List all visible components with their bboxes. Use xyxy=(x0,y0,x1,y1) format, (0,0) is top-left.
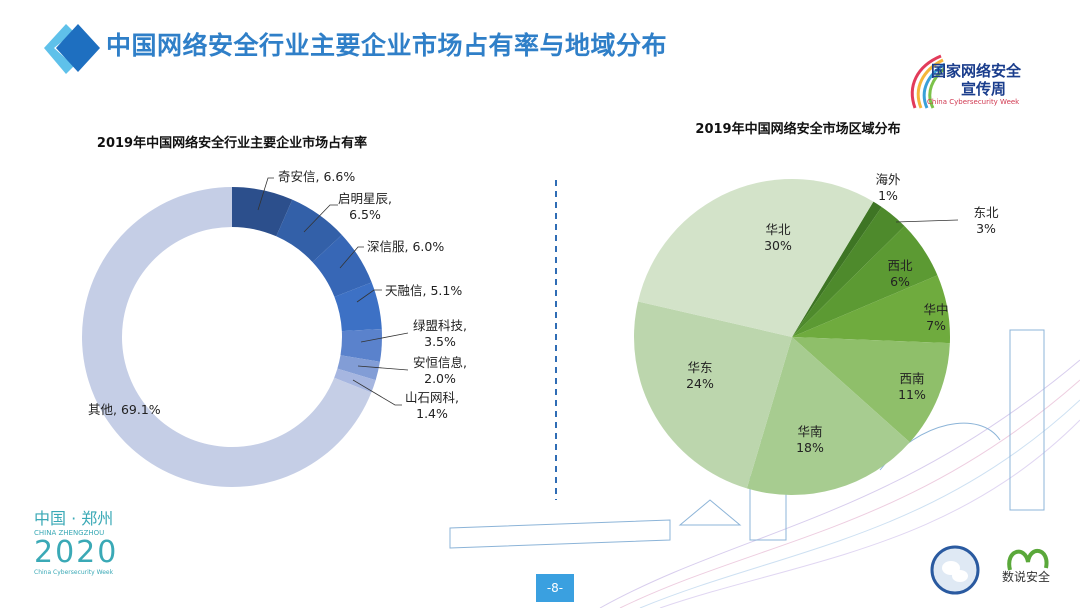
data-value-东北: 3% xyxy=(976,221,996,236)
slice-西南 xyxy=(792,337,950,443)
logo-swoosh-icon xyxy=(910,54,945,109)
slice-奇安信 xyxy=(232,187,293,237)
event-subtitle: China Cybersecurity Week xyxy=(34,569,114,576)
pie-chart-title: 2019年中国网络安全市场区域分布 xyxy=(695,122,901,137)
leader-lines xyxy=(257,177,959,406)
brand-marks: 数说安全 xyxy=(930,530,1075,600)
slice-东北 xyxy=(792,206,905,337)
event-year: 2020 xyxy=(34,535,119,570)
data-label-绿盟科技: 绿盟科技, xyxy=(413,318,467,333)
data-label-启明星辰: 启明星辰, xyxy=(338,191,392,206)
data-label-华北: 华北 xyxy=(765,222,791,237)
data-label-华中: 华中 xyxy=(923,302,949,317)
data-value-西北: 6% xyxy=(890,274,910,289)
data-label-山石网科: 山石网科, xyxy=(405,390,459,405)
logo-line-1: 国家网络安全 xyxy=(931,62,1022,80)
leader-line xyxy=(895,219,959,223)
brand-text: 数说安全 xyxy=(1002,570,1051,584)
zhengzhou-2020-logo: 中国 · 郑州 CHINA ZHENGZHOU 2020 China Cyber… xyxy=(34,505,118,576)
data-value-启明星辰: 6.5% xyxy=(349,207,381,222)
data-label-西北: 西北 xyxy=(887,258,913,273)
leader-line xyxy=(356,289,382,303)
page-title: 中国网络安全行业主要企业市场占有率与地域分布 xyxy=(106,31,668,60)
page-number: -8- xyxy=(536,574,574,602)
data-label-安恒信息: 安恒信息, xyxy=(413,355,467,370)
data-value-绿盟科技: 3.5% xyxy=(424,334,456,349)
data-label-天融信: 天融信, 5.1% xyxy=(385,283,463,298)
data-value-西南: 11% xyxy=(898,387,926,402)
data-label-深信服: 深信服, 6.0% xyxy=(367,239,445,254)
data-value-华南: 18% xyxy=(796,440,824,455)
data-label-奇安信: 奇安信, 6.6% xyxy=(278,169,356,184)
data-value-海外: 1% xyxy=(878,188,898,203)
cybersecurity-week-logo: 国家网络安全 宣传周 China Cybersecurity Week xyxy=(905,52,1045,112)
slice-华北 xyxy=(638,178,874,337)
leader-line xyxy=(352,379,402,406)
data-value-山石网科: 1.4% xyxy=(416,406,448,421)
slice-安恒信息 xyxy=(337,355,380,381)
leader-line xyxy=(357,365,409,371)
leader-line xyxy=(303,204,338,233)
data-label-华东: 华东 xyxy=(687,360,713,375)
data-label-海外: 海外 xyxy=(875,172,901,187)
event-city: 中国 · 郑州 xyxy=(34,509,114,528)
event-city-en: CHINA ZHENGZHOU xyxy=(34,529,105,537)
leader-line xyxy=(257,177,274,211)
slice-启明星辰 xyxy=(276,199,342,263)
data-value-安恒信息: 2.0% xyxy=(424,371,456,386)
data-value-华中: 7% xyxy=(926,318,946,333)
title-diamond-icon xyxy=(44,24,100,74)
donut-chart-title: 2019年中国网络安全行业主要企业市场占有率 xyxy=(96,136,368,151)
leader-line xyxy=(339,246,364,269)
leader-line xyxy=(360,332,409,343)
slice-华中 xyxy=(792,275,950,344)
data-label-东北: 东北 xyxy=(973,205,999,220)
data-value-华东: 24% xyxy=(686,376,714,391)
slice-海外 xyxy=(792,201,882,337)
data-label-其他: 其他, 69.1% xyxy=(88,402,161,417)
brand-logo-icon xyxy=(1007,549,1049,571)
slice-绿盟科技 xyxy=(340,329,382,362)
slice-山石网科 xyxy=(334,368,376,393)
slice-西北 xyxy=(792,226,938,337)
data-label-华南: 华南 xyxy=(797,424,823,439)
logo-subtitle: China Cybersecurity Week xyxy=(927,98,1020,106)
logo-line-2: 宣传周 xyxy=(961,80,1007,98)
slice-华南 xyxy=(746,337,910,495)
data-value-华北: 30% xyxy=(764,238,792,253)
pie-chart xyxy=(634,178,950,495)
data-label-西南: 西南 xyxy=(899,371,925,386)
slice-天融信 xyxy=(334,282,382,332)
donut-chart xyxy=(82,187,382,487)
chart-divider xyxy=(555,180,557,500)
slice-华东 xyxy=(634,301,792,489)
city-skyline-illustration xyxy=(449,329,1080,608)
wechat-seal-icon xyxy=(930,545,980,595)
